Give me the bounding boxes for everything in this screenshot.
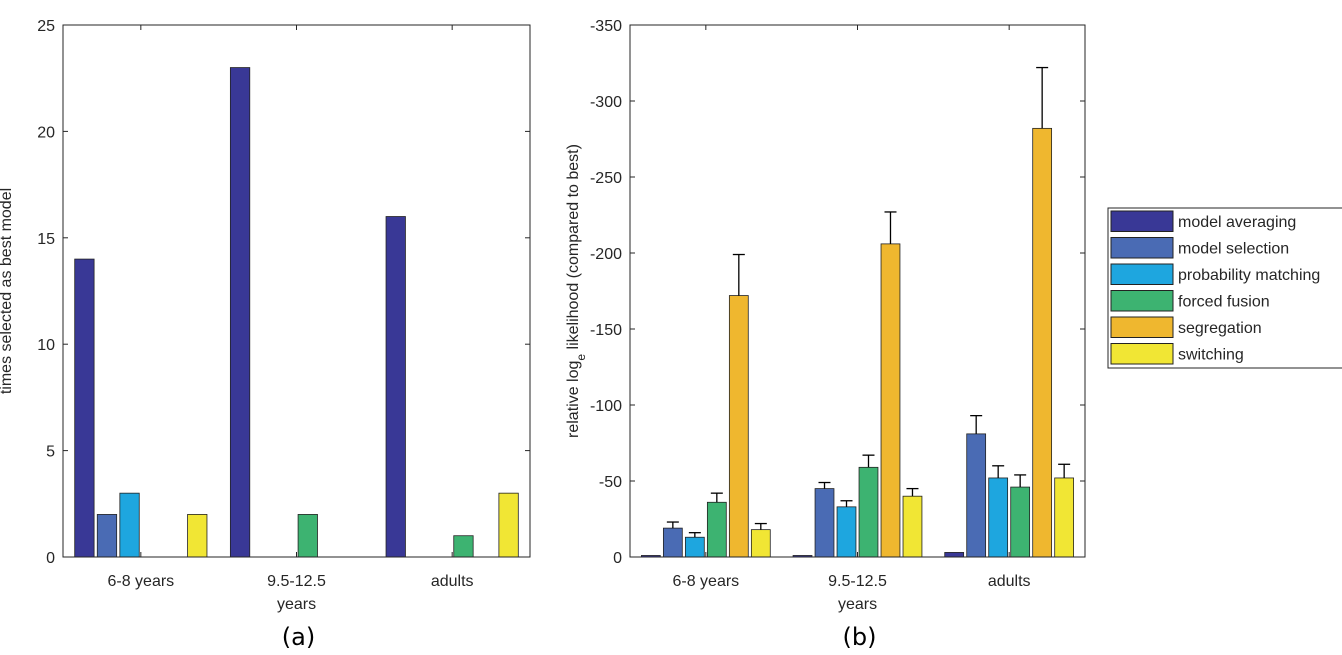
bar [684, 536, 705, 558]
y-tick-label: 25 [37, 18, 55, 35]
bar [119, 492, 140, 558]
bar [836, 506, 857, 558]
y-tick-label: 20 [37, 124, 55, 141]
bar [966, 433, 987, 558]
axes-box [62, 24, 531, 558]
bar [944, 552, 965, 558]
y-tick-label: 15 [37, 231, 55, 248]
y-axis-label-part: relative log [565, 361, 582, 438]
y-tick-label: -250 [590, 170, 622, 187]
legend-swatch [1110, 343, 1174, 365]
bar [814, 488, 835, 558]
legend-box [1107, 207, 1342, 369]
bar [880, 243, 901, 558]
bar [662, 527, 683, 558]
x-tick-label: adults [431, 573, 474, 590]
y-axis-label: relative loge likelihood (compared to be… [565, 144, 588, 438]
legend-label: model selection [1178, 241, 1289, 258]
bar [902, 495, 923, 558]
legend-swatch [1110, 316, 1174, 338]
legend-label: segregation [1178, 320, 1262, 337]
y-axis-label: times selected as best model [0, 188, 15, 394]
x-tick-label: 9.5-12.5 years [267, 573, 326, 613]
axes-box [629, 24, 1086, 558]
caption: (a) [282, 623, 315, 651]
bar [74, 258, 95, 558]
legend-swatch [1110, 263, 1174, 285]
caption: (b) [843, 623, 877, 651]
bar [750, 529, 771, 558]
legend-label: model averaging [1178, 214, 1296, 231]
bar [988, 477, 1009, 558]
bar [187, 514, 208, 558]
y-tick-label: 10 [37, 337, 55, 354]
y-tick-label: 5 [46, 444, 55, 461]
y-tick-label: -300 [590, 94, 622, 111]
legend-label: probability matching [1178, 267, 1320, 284]
x-tick-label: 6-8 years [672, 573, 739, 590]
legend-label: switching [1178, 347, 1244, 364]
x-tick-label: 6-8 years [107, 573, 174, 590]
legend-label: forced fusion [1178, 294, 1270, 311]
y-tick-label: -150 [590, 322, 622, 339]
y-tick-label: 0 [46, 550, 55, 567]
bar [453, 535, 474, 558]
bar [728, 295, 749, 558]
bar [1054, 477, 1075, 558]
bar [706, 501, 727, 558]
y-tick-label: -50 [599, 474, 622, 491]
legend-swatch [1110, 210, 1174, 232]
legend-swatch [1110, 290, 1174, 312]
y-tick-label: -350 [590, 18, 622, 35]
legend-swatch [1110, 237, 1174, 259]
bar [297, 514, 318, 558]
bar [96, 514, 118, 558]
bar [385, 216, 406, 558]
bar [1010, 486, 1031, 558]
y-tick-label: -200 [590, 246, 622, 263]
y-axis-label-part: times selected as best model [0, 188, 15, 394]
x-tick-label: 9.5-12.5 years [828, 573, 887, 613]
x-tick-label: adults [988, 573, 1031, 590]
bar [1032, 127, 1053, 558]
bar [498, 492, 519, 558]
y-axis-label-part: likelihood (compared to best) [565, 144, 582, 354]
y-tick-label: -100 [590, 398, 622, 415]
y-axis-label-part: e [574, 354, 588, 361]
bar [229, 67, 251, 558]
y-tick-label: 0 [613, 550, 622, 567]
bar [858, 466, 879, 558]
